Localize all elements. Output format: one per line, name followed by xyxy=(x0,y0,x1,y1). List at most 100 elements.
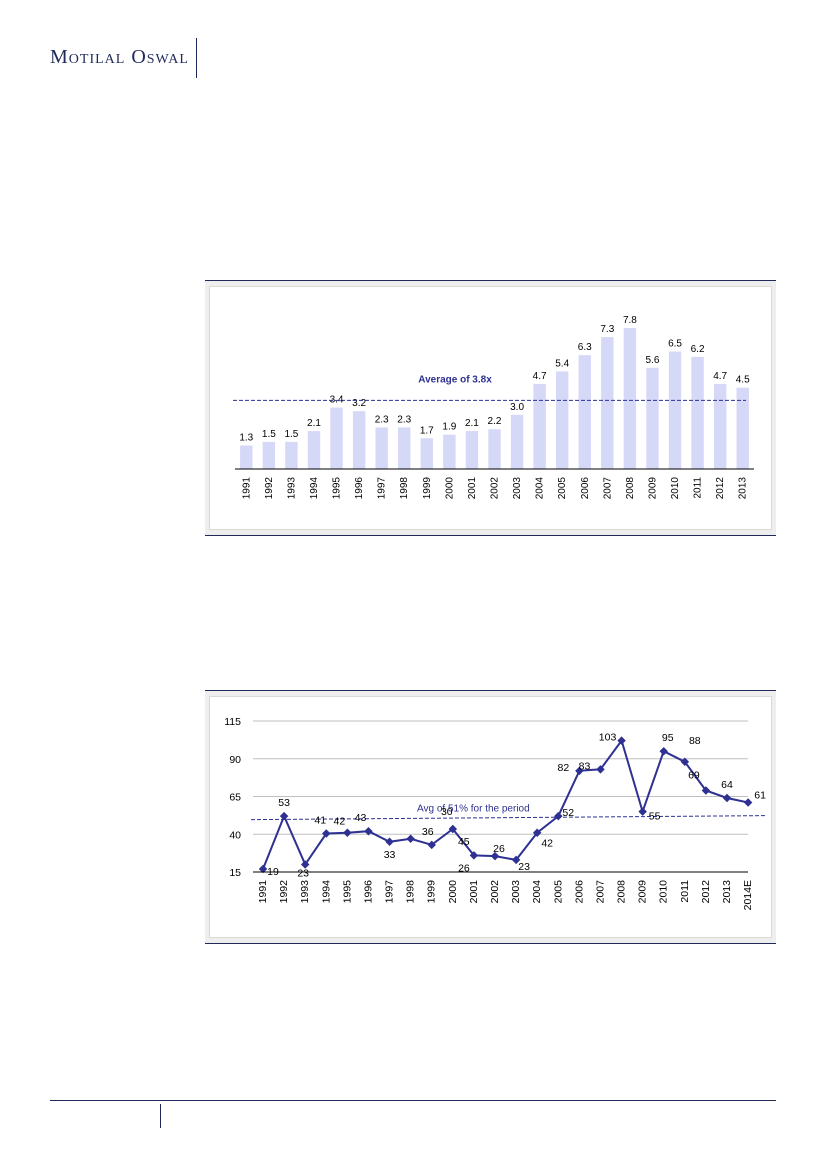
x-tick-label: 1995 xyxy=(332,477,343,500)
data-label: 36 xyxy=(422,826,434,838)
y-tick-label: 65 xyxy=(229,792,241,804)
x-tick-label: 2010 xyxy=(670,477,681,500)
x-tick-label: 2009 xyxy=(647,477,658,500)
data-label: 23 xyxy=(297,867,309,879)
data-label: 5.6 xyxy=(646,355,660,366)
bar xyxy=(420,438,434,469)
header-divider xyxy=(196,38,197,78)
bar xyxy=(510,414,524,469)
x-tick-label: 2006 xyxy=(580,477,591,500)
x-tick-label: 1993 xyxy=(299,880,311,904)
data-label: 1.3 xyxy=(239,433,253,444)
data-label: 42 xyxy=(541,838,553,850)
data-label: 1.9 xyxy=(442,422,456,433)
x-tick-label: 2009 xyxy=(637,880,649,904)
x-tick-label: 2004 xyxy=(535,477,546,500)
data-label: 53 xyxy=(278,797,290,809)
data-label: 43 xyxy=(355,812,367,824)
data-label: 1.5 xyxy=(262,429,276,440)
bar xyxy=(691,356,704,469)
data-label: 83 xyxy=(579,760,591,772)
x-tick-label: 2013 xyxy=(721,880,733,904)
bar xyxy=(623,328,637,469)
x-tick-label: 2013 xyxy=(738,477,749,500)
data-point xyxy=(258,864,268,874)
bar xyxy=(307,431,321,469)
x-tick-label: 2003 xyxy=(510,880,522,904)
bar xyxy=(443,434,456,469)
data-label: 52 xyxy=(562,807,574,819)
x-tick-label: 2012 xyxy=(700,880,712,904)
data-label: 1.7 xyxy=(420,425,434,436)
data-label: 2.3 xyxy=(375,414,389,425)
x-tick-label: 1997 xyxy=(377,477,388,500)
data-point xyxy=(469,851,479,860)
data-label: 82 xyxy=(558,762,570,774)
x-tick-label: 2007 xyxy=(594,880,606,904)
roe-figure: 15 40 65 90 115 Avg of 51% for the period 19 19… xyxy=(205,690,776,944)
data-point xyxy=(680,757,690,767)
data-label: 2.2 xyxy=(488,416,502,427)
data-label: 5.4 xyxy=(555,358,569,369)
data-label: 42 xyxy=(334,816,346,828)
y-tick-label: 15 xyxy=(229,867,241,879)
bar xyxy=(352,411,366,469)
data-label: 4.7 xyxy=(713,371,727,382)
data-label: 26 xyxy=(458,862,470,874)
bar xyxy=(668,351,682,469)
data-label: 3.2 xyxy=(352,398,366,409)
data-label: 2.1 xyxy=(307,418,321,429)
x-tick-label: 2006 xyxy=(573,880,585,904)
data-point xyxy=(364,826,373,836)
data-label: 6.5 xyxy=(668,339,682,350)
x-tick-label: 2010 xyxy=(658,880,670,904)
data-label: 6.2 xyxy=(691,344,705,355)
x-tick-label: 1991 xyxy=(241,477,252,500)
data-label: 55 xyxy=(649,811,661,823)
x-tick-label: 2008 xyxy=(625,477,636,500)
bar xyxy=(398,427,411,469)
x-tick-label: 1991 xyxy=(257,880,269,904)
data-label: 2.3 xyxy=(397,414,411,425)
bar xyxy=(533,384,546,469)
data-point xyxy=(722,793,732,803)
x-tick-label: 1999 xyxy=(422,477,433,500)
data-label: 61 xyxy=(754,790,766,802)
y-tick-label: 115 xyxy=(224,716,241,728)
x-tick-label: 2004 xyxy=(531,880,543,904)
data-point xyxy=(659,746,668,756)
data-point xyxy=(743,798,753,807)
data-label: 6.3 xyxy=(578,342,592,353)
average-annotation: Avg of 51% for the period xyxy=(417,804,530,815)
bar xyxy=(601,337,614,469)
brand-logo-text: Motilal Oswal xyxy=(50,46,189,68)
x-tick-label: 2011 xyxy=(693,477,704,499)
bar xyxy=(713,384,727,469)
bar xyxy=(262,441,276,469)
data-label: 4.7 xyxy=(533,371,547,382)
data-label: 30 xyxy=(441,806,453,818)
bar xyxy=(646,367,659,469)
data-label: 33 xyxy=(384,849,396,861)
x-tick-label: 1996 xyxy=(354,477,365,500)
bar xyxy=(285,441,298,469)
data-label: 7.3 xyxy=(600,324,614,335)
x-tick-label: 2003 xyxy=(512,477,523,500)
x-tick-label: 2001 xyxy=(468,880,480,904)
data-point xyxy=(448,824,458,834)
bar xyxy=(736,387,749,469)
data-label: 95 xyxy=(662,732,674,744)
x-tick-label: 2012 xyxy=(715,477,726,500)
x-tick-label: 2008 xyxy=(616,880,628,904)
data-label: 69 xyxy=(688,769,700,781)
x-tick-label: 2000 xyxy=(444,477,455,500)
average-annotation: Average of 3.8x xyxy=(418,374,492,385)
x-tick-label: 2011 xyxy=(679,880,691,903)
data-point xyxy=(638,807,647,816)
x-tick-label: 2005 xyxy=(552,880,564,904)
figure-panel xyxy=(210,697,771,937)
y-tick-label: 40 xyxy=(229,829,241,841)
bar xyxy=(555,371,569,469)
bar xyxy=(330,407,343,469)
